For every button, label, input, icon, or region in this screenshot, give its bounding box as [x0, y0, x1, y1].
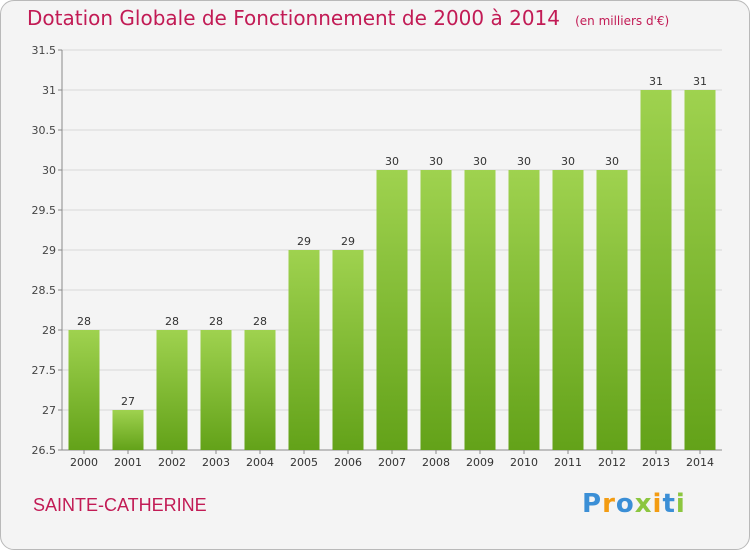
x-tick-label: 2002: [158, 456, 186, 469]
bar-value-label: 30: [517, 155, 531, 168]
y-tick-label: 31.5: [32, 44, 57, 57]
bar-value-label: 28: [209, 315, 223, 328]
bar: [156, 330, 188, 450]
y-tick-label: 27.5: [32, 364, 57, 377]
proxiti-logo: Proxiti: [582, 489, 686, 519]
bar-value-label: 28: [253, 315, 267, 328]
logo-letter: r: [602, 489, 616, 519]
bar-value-label: 30: [605, 155, 619, 168]
y-tick-label: 28: [42, 324, 56, 337]
bar: [288, 250, 320, 450]
logo-letter: P: [582, 489, 603, 519]
bar-value-label: 28: [165, 315, 179, 328]
x-tick-label: 2001: [114, 456, 142, 469]
y-tick-label: 29.5: [32, 204, 57, 217]
chart-unit: (en milliers d'€): [575, 14, 670, 28]
bar: [552, 170, 584, 450]
logo-letter: i: [675, 489, 686, 519]
chart-title: Dotation Globale de Fonctionnement de 20…: [27, 6, 560, 30]
x-tick-label: 2010: [510, 456, 538, 469]
bar: [640, 90, 672, 450]
bar: [68, 330, 100, 450]
x-tick-label: 2009: [466, 456, 494, 469]
x-tick-label: 2013: [642, 456, 670, 469]
x-tick-label: 2012: [598, 456, 626, 469]
x-tick-label: 2011: [554, 456, 582, 469]
bar: [376, 170, 408, 450]
logo-letter: x: [634, 489, 653, 519]
x-tick-label: 2003: [202, 456, 230, 469]
logo-letter: o: [615, 489, 635, 519]
bar-value-label: 29: [297, 235, 311, 248]
bar: [464, 170, 496, 450]
bar: [596, 170, 628, 450]
bar-value-label: 30: [429, 155, 443, 168]
bar: [244, 330, 276, 450]
x-tick-label: 2014: [686, 456, 714, 469]
bar-value-label: 31: [693, 75, 707, 88]
x-tick-label: 2005: [290, 456, 318, 469]
y-tick-label: 27: [42, 404, 56, 417]
bar: [332, 250, 364, 450]
commune-name: SAINTE-CATHERINE: [33, 495, 207, 515]
logo-letter: t: [662, 489, 676, 519]
bar: [420, 170, 452, 450]
y-tick-label: 31: [42, 84, 56, 97]
y-tick-label: 30.5: [32, 124, 57, 137]
bar-value-label: 30: [385, 155, 399, 168]
bar-value-label: 28: [77, 315, 91, 328]
x-tick-label: 2004: [246, 456, 274, 469]
bar-value-label: 29: [341, 235, 355, 248]
bar-value-label: 31: [649, 75, 663, 88]
bar-value-label: 27: [121, 395, 135, 408]
y-tick-label: 29: [42, 244, 56, 257]
x-tick-label: 2007: [378, 456, 406, 469]
chart-title-row: Dotation Globale de Fonctionnement de 20…: [27, 6, 669, 30]
bar-value-label: 30: [473, 155, 487, 168]
x-tick-label: 2000: [70, 456, 98, 469]
bar: [684, 90, 716, 450]
bar: [508, 170, 540, 450]
bar: [112, 410, 144, 450]
logo-letter: i: [652, 489, 663, 519]
y-tick-label: 30: [42, 164, 56, 177]
bar: [200, 330, 232, 450]
y-tick-label: 26.5: [32, 444, 57, 457]
x-tick-label: 2006: [334, 456, 362, 469]
x-tick-label: 2008: [422, 456, 450, 469]
bar-value-label: 30: [561, 155, 575, 168]
y-tick-label: 28.5: [32, 284, 57, 297]
